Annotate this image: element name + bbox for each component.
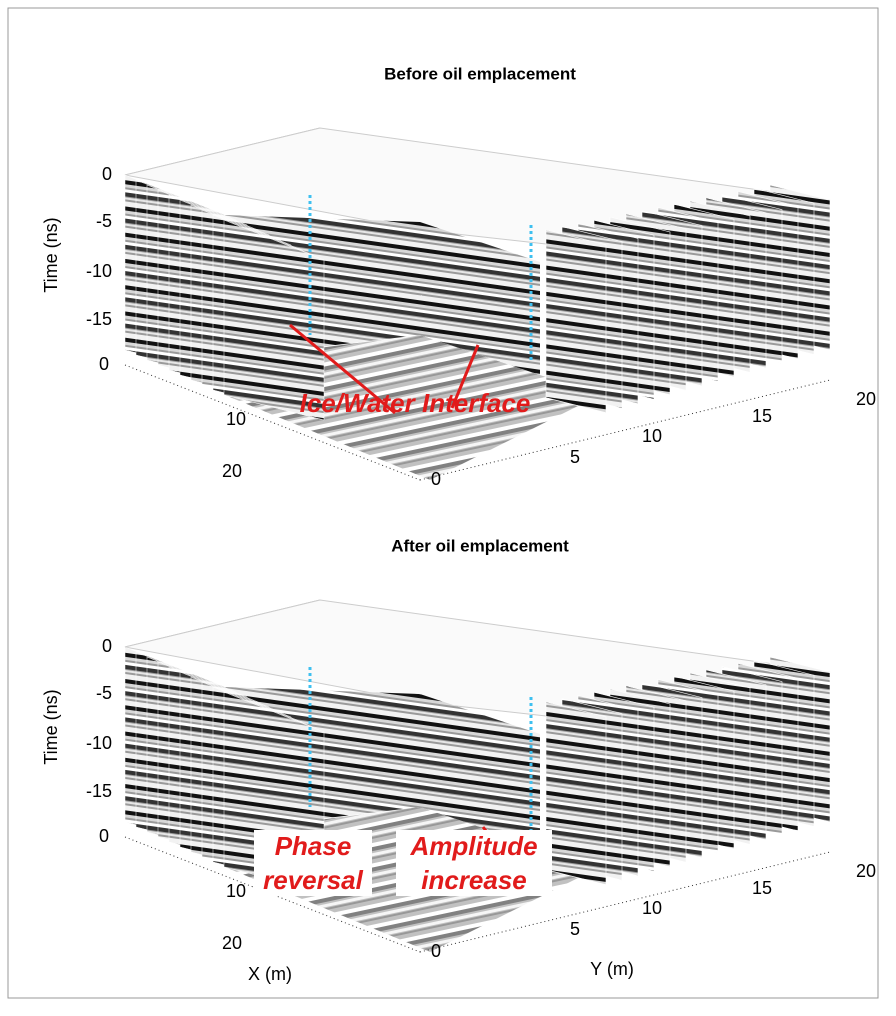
z-tick-label: -15 (86, 781, 112, 801)
y-tick-label: 10 (642, 426, 662, 446)
annotation: reversal (263, 865, 364, 895)
x-axis-label: X (m) (248, 964, 292, 984)
right-slice (545, 229, 607, 414)
z-axis-label: Time (ns) (41, 689, 61, 764)
x-axis-line (124, 364, 421, 481)
annotation: Amplitude (409, 831, 537, 861)
pointer (450, 344, 480, 409)
x-axis-line (124, 836, 421, 953)
frame (7, 7, 879, 999)
y-tick-label: 15 (752, 878, 772, 898)
y-tick-label: 10 (642, 898, 662, 918)
x-tick-label: 10 (226, 409, 246, 429)
z-tick-label: 0 (102, 164, 112, 184)
right-slice (545, 701, 607, 886)
pointer (289, 323, 396, 415)
annotation-box (254, 830, 372, 896)
annotation: Phase (275, 831, 352, 861)
x-tick-label: 20 (222, 461, 242, 481)
z-tick-label: 0 (102, 636, 112, 656)
panel: Before oil emplacement 0 -5 -10 -15 0 10 20 0 5 10… (41, 64, 876, 488)
annotation: Ice/Water Interface (300, 388, 531, 418)
y-axis-label: Y (m) (590, 959, 634, 979)
y-tick-label: 0 (431, 941, 441, 961)
annotation: increase (421, 865, 527, 895)
x-tick-label: 0 (99, 354, 109, 374)
panels: Before oil emplacement 0 -5 -10 -15 0 10 20 0 5 10… (41, 64, 876, 960)
z-tick-label: -15 (86, 309, 112, 329)
x-tick-label: 0 (99, 826, 109, 846)
y-tick-label: 15 (752, 406, 772, 426)
z-tick-label: -5 (96, 683, 112, 703)
x-tick-label: 20 (222, 933, 242, 953)
panel-title: Before oil emplacement (384, 64, 576, 83)
z-axis-label: Time (ns) (41, 217, 61, 292)
y-tick-label: 20 (856, 861, 876, 881)
panel: After oil emplacement 0 -5 -10 -15 0 10 20 0 5 10 1… (41, 536, 876, 960)
annotation-box (396, 830, 552, 896)
z-tick-label: -10 (86, 261, 112, 281)
y-tick-label: 0 (431, 469, 441, 489)
left-slice (223, 219, 325, 421)
y-tick-label: 20 (856, 389, 876, 409)
panel-title: After oil emplacement (391, 536, 569, 555)
z-tick-label: -10 (86, 733, 112, 753)
z-tick-label: -5 (96, 211, 112, 231)
y-tick-label: 5 (570, 447, 580, 467)
y-tick-label: 5 (570, 919, 580, 939)
x-tick-label: 10 (226, 881, 246, 901)
